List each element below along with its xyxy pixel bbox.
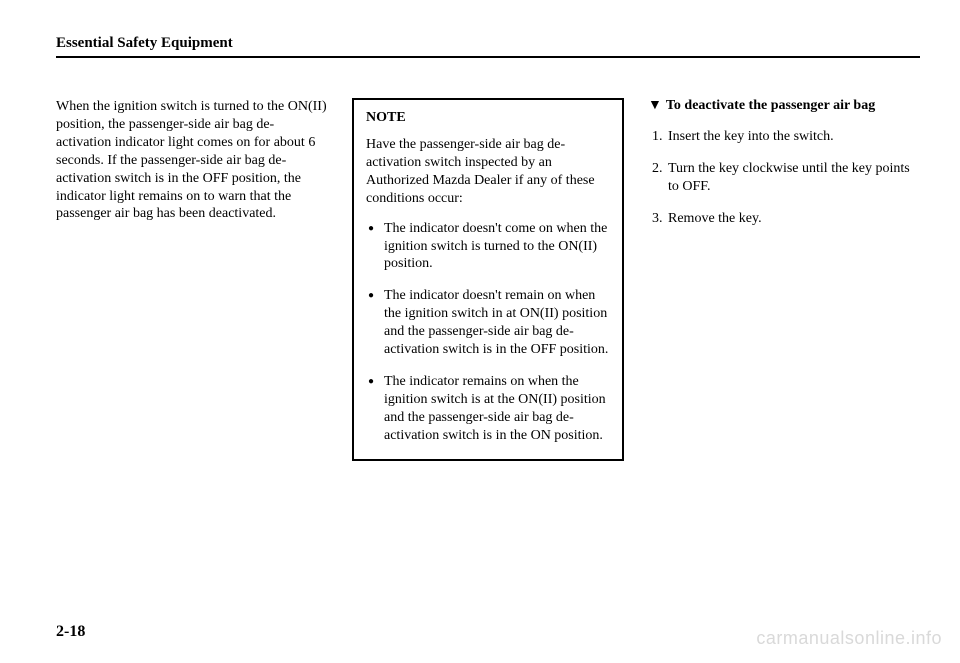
manual-page: Essential Safety Equipment When the igni… bbox=[0, 0, 960, 663]
page-number: 2-18 bbox=[56, 623, 85, 641]
watermark: carmanualsonline.info bbox=[756, 628, 942, 649]
procedure-step: Turn the key clockwise until the key poi… bbox=[666, 160, 920, 196]
section-title: Essential Safety Equipment bbox=[56, 35, 920, 52]
procedure-heading-text: To deactivate the passenger air bag bbox=[666, 98, 875, 113]
note-box: NOTE Have the passenger-side air bag de-… bbox=[352, 98, 624, 461]
column-right: ▼ To deactivate the passenger air bag Ins… bbox=[648, 98, 920, 461]
content-columns: When the ignition switch is turned to th… bbox=[56, 98, 920, 461]
note-intro: Have the passenger-side air bag de-activ… bbox=[366, 136, 610, 208]
procedure-step: Remove the key. bbox=[666, 210, 920, 228]
note-bullet: The indicator remains on when the igniti… bbox=[366, 373, 610, 445]
note-bullet: The indicator doesn't remain on when the… bbox=[366, 287, 610, 359]
header-rule bbox=[56, 56, 920, 58]
column-middle: NOTE Have the passenger-side air bag de-… bbox=[352, 98, 624, 461]
note-bullet: The indicator doesn't come on when the i… bbox=[366, 220, 610, 274]
triangle-down-icon: ▼ bbox=[648, 98, 662, 114]
column-left: When the ignition switch is turned to th… bbox=[56, 98, 328, 461]
procedure-heading: ▼ To deactivate the passenger air bag bbox=[648, 98, 920, 114]
note-bullet-list: The indicator doesn't come on when the i… bbox=[366, 220, 610, 445]
note-title: NOTE bbox=[366, 110, 610, 126]
procedure-steps: Insert the key into the switch. Turn the… bbox=[648, 128, 920, 228]
left-paragraph: When the ignition switch is turned to th… bbox=[56, 98, 328, 223]
procedure-step: Insert the key into the switch. bbox=[666, 128, 920, 146]
